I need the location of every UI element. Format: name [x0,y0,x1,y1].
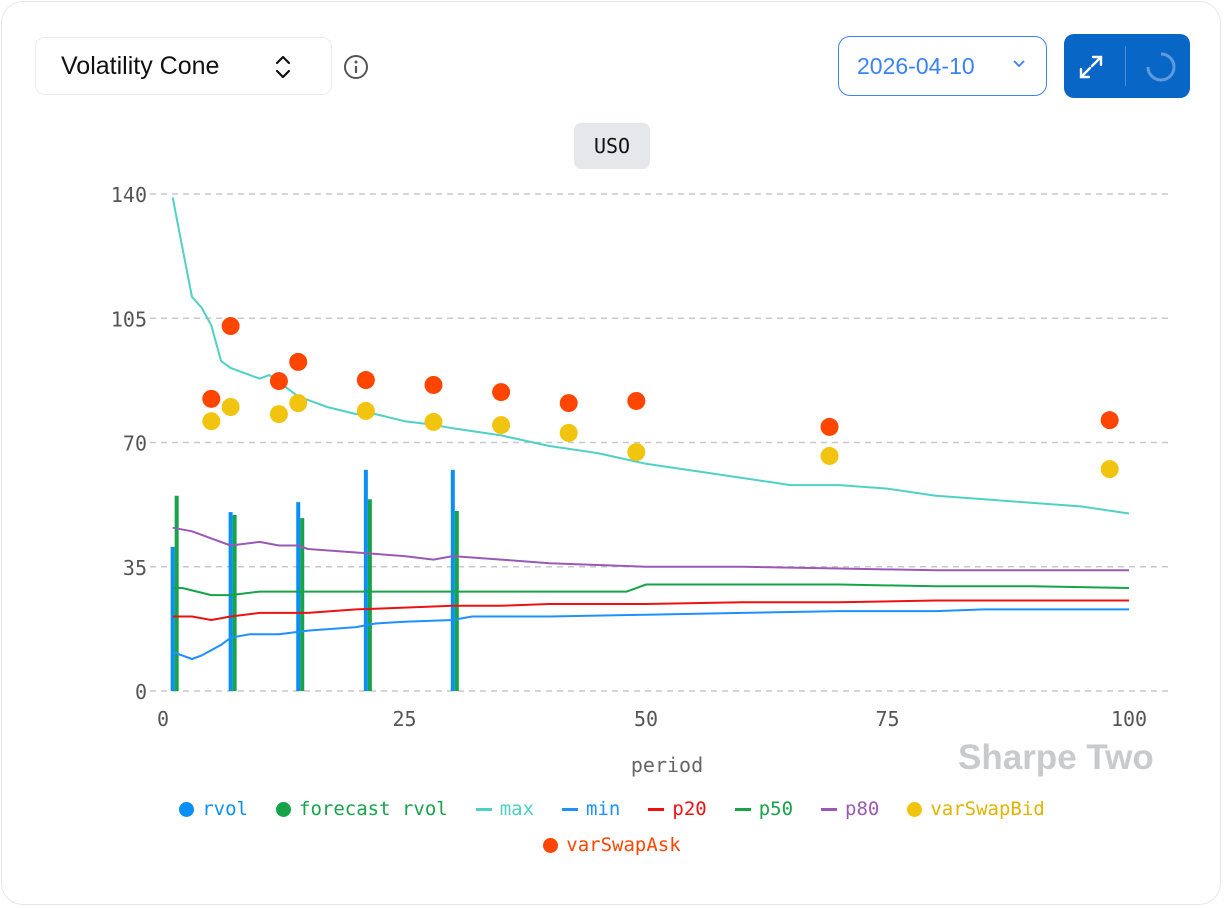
forecast-rvol-bar [232,514,237,691]
varswapask-point [424,375,443,394]
x-tick-label: 75 [875,707,899,731]
legend-label: varSwapBid [930,798,1045,820]
varswapbid-point [202,412,221,431]
varswapask-point [269,372,288,391]
legend-swatch [734,807,751,811]
varswapbid-point [820,446,839,465]
varswapask-point [627,391,646,410]
legend-label: forecast rvol [299,798,448,820]
y-tick-label: 105 [111,307,147,331]
p50-line [172,583,1130,597]
varswapbid-point [1100,460,1119,479]
rvol-bar [363,469,368,691]
legend: rvol forecast rvol max min p20 p50 p80 varSwapB… [100,798,1124,856]
min-line [172,608,1129,660]
legend-item-max[interactable]: max [475,798,535,820]
legend-swatch [821,807,838,811]
legend-label: rvol [202,798,248,820]
legend-swatch [276,801,291,817]
legend-swatch [179,801,195,817]
date-value: 2026-04-10 [857,52,975,79]
forecast-rvol-bar [300,518,305,691]
legend-item-rvol[interactable]: rvol [179,798,248,820]
p80-line [172,526,1129,572]
max-line [171,197,1130,515]
legend-item-varswapask[interactable]: varSwapAsk [543,834,681,856]
watermark: Sharpe Two [958,738,1154,777]
forecast-rvol-bar [454,511,459,691]
varswapbid-point [269,405,288,424]
legend-label: varSwapAsk [566,834,681,856]
x-tick-label: 25 [392,707,416,731]
forecast-rvol-bar [367,499,372,691]
legend-item-varswapbid[interactable]: varSwapBid [907,798,1045,820]
chart-type-label: Volatility Cone [61,51,220,80]
y-tick-label: 140 [111,183,147,207]
legend-swatch [475,807,492,811]
varswapask-point [221,317,240,336]
varswapask-point [289,352,308,371]
varswapask-point [356,371,375,390]
varswapask-point [820,417,839,436]
legend-item-p20[interactable]: p20 [648,798,707,820]
loading-spinner-icon [1146,52,1176,82]
legend-item-p50[interactable]: p50 [734,798,794,820]
rvol-bar [170,546,175,691]
expand-icon[interactable] [1078,54,1104,80]
varswapbid-point [356,401,375,420]
varswapask-point [202,389,221,408]
legend-label: min [586,798,621,820]
legend-swatch [562,807,579,811]
legend-item-forecast-rvol[interactable]: forecast rvol [276,798,448,820]
varswapask-point [559,394,578,413]
varswapbid-point [627,443,646,462]
varswapbid-point [221,398,240,416]
y-tick-label: 0 [135,680,147,704]
rvol-bar [450,469,455,691]
ticker-badge: USO [574,123,650,169]
varswapask-point [1100,411,1119,430]
x-tick-label: 50 [634,707,658,731]
action-button-group [1064,34,1190,98]
p20-line [172,599,1129,621]
x-tick-label: 100 [1111,707,1147,731]
varswapbid-point [492,416,511,435]
legend-swatch [907,801,923,817]
date-picker[interactable]: 2026-04-10 [838,36,1047,96]
chevron-down-icon [1013,60,1025,68]
divider [1125,46,1126,86]
x-tick-label: 0 [157,707,169,731]
chart-type-selector[interactable]: Volatility Cone [35,37,332,95]
varswapbid-point [424,412,443,431]
legend-item-p80[interactable]: p80 [821,798,879,820]
forecast-rvol-bar [174,495,179,691]
x-axis-label: period [631,753,703,777]
legend-swatch [543,837,559,853]
chevron-up-down-icon [275,55,291,79]
y-tick-label: 35 [123,556,147,580]
rvol-bar [296,502,301,691]
varswapask-point [492,383,511,402]
legend-label: p80 [845,798,880,820]
info-icon[interactable] [343,54,369,80]
legend-label: p50 [758,798,794,820]
legend-label: max [499,798,535,820]
varswapbid-point [289,394,308,413]
legend-label: p20 [672,798,707,820]
y-tick-label: 70 [123,432,147,456]
legend-swatch [648,807,665,811]
varswapbid-point [559,423,578,442]
legend-item-min[interactable]: min [562,798,620,820]
rvol-bar [228,512,233,691]
